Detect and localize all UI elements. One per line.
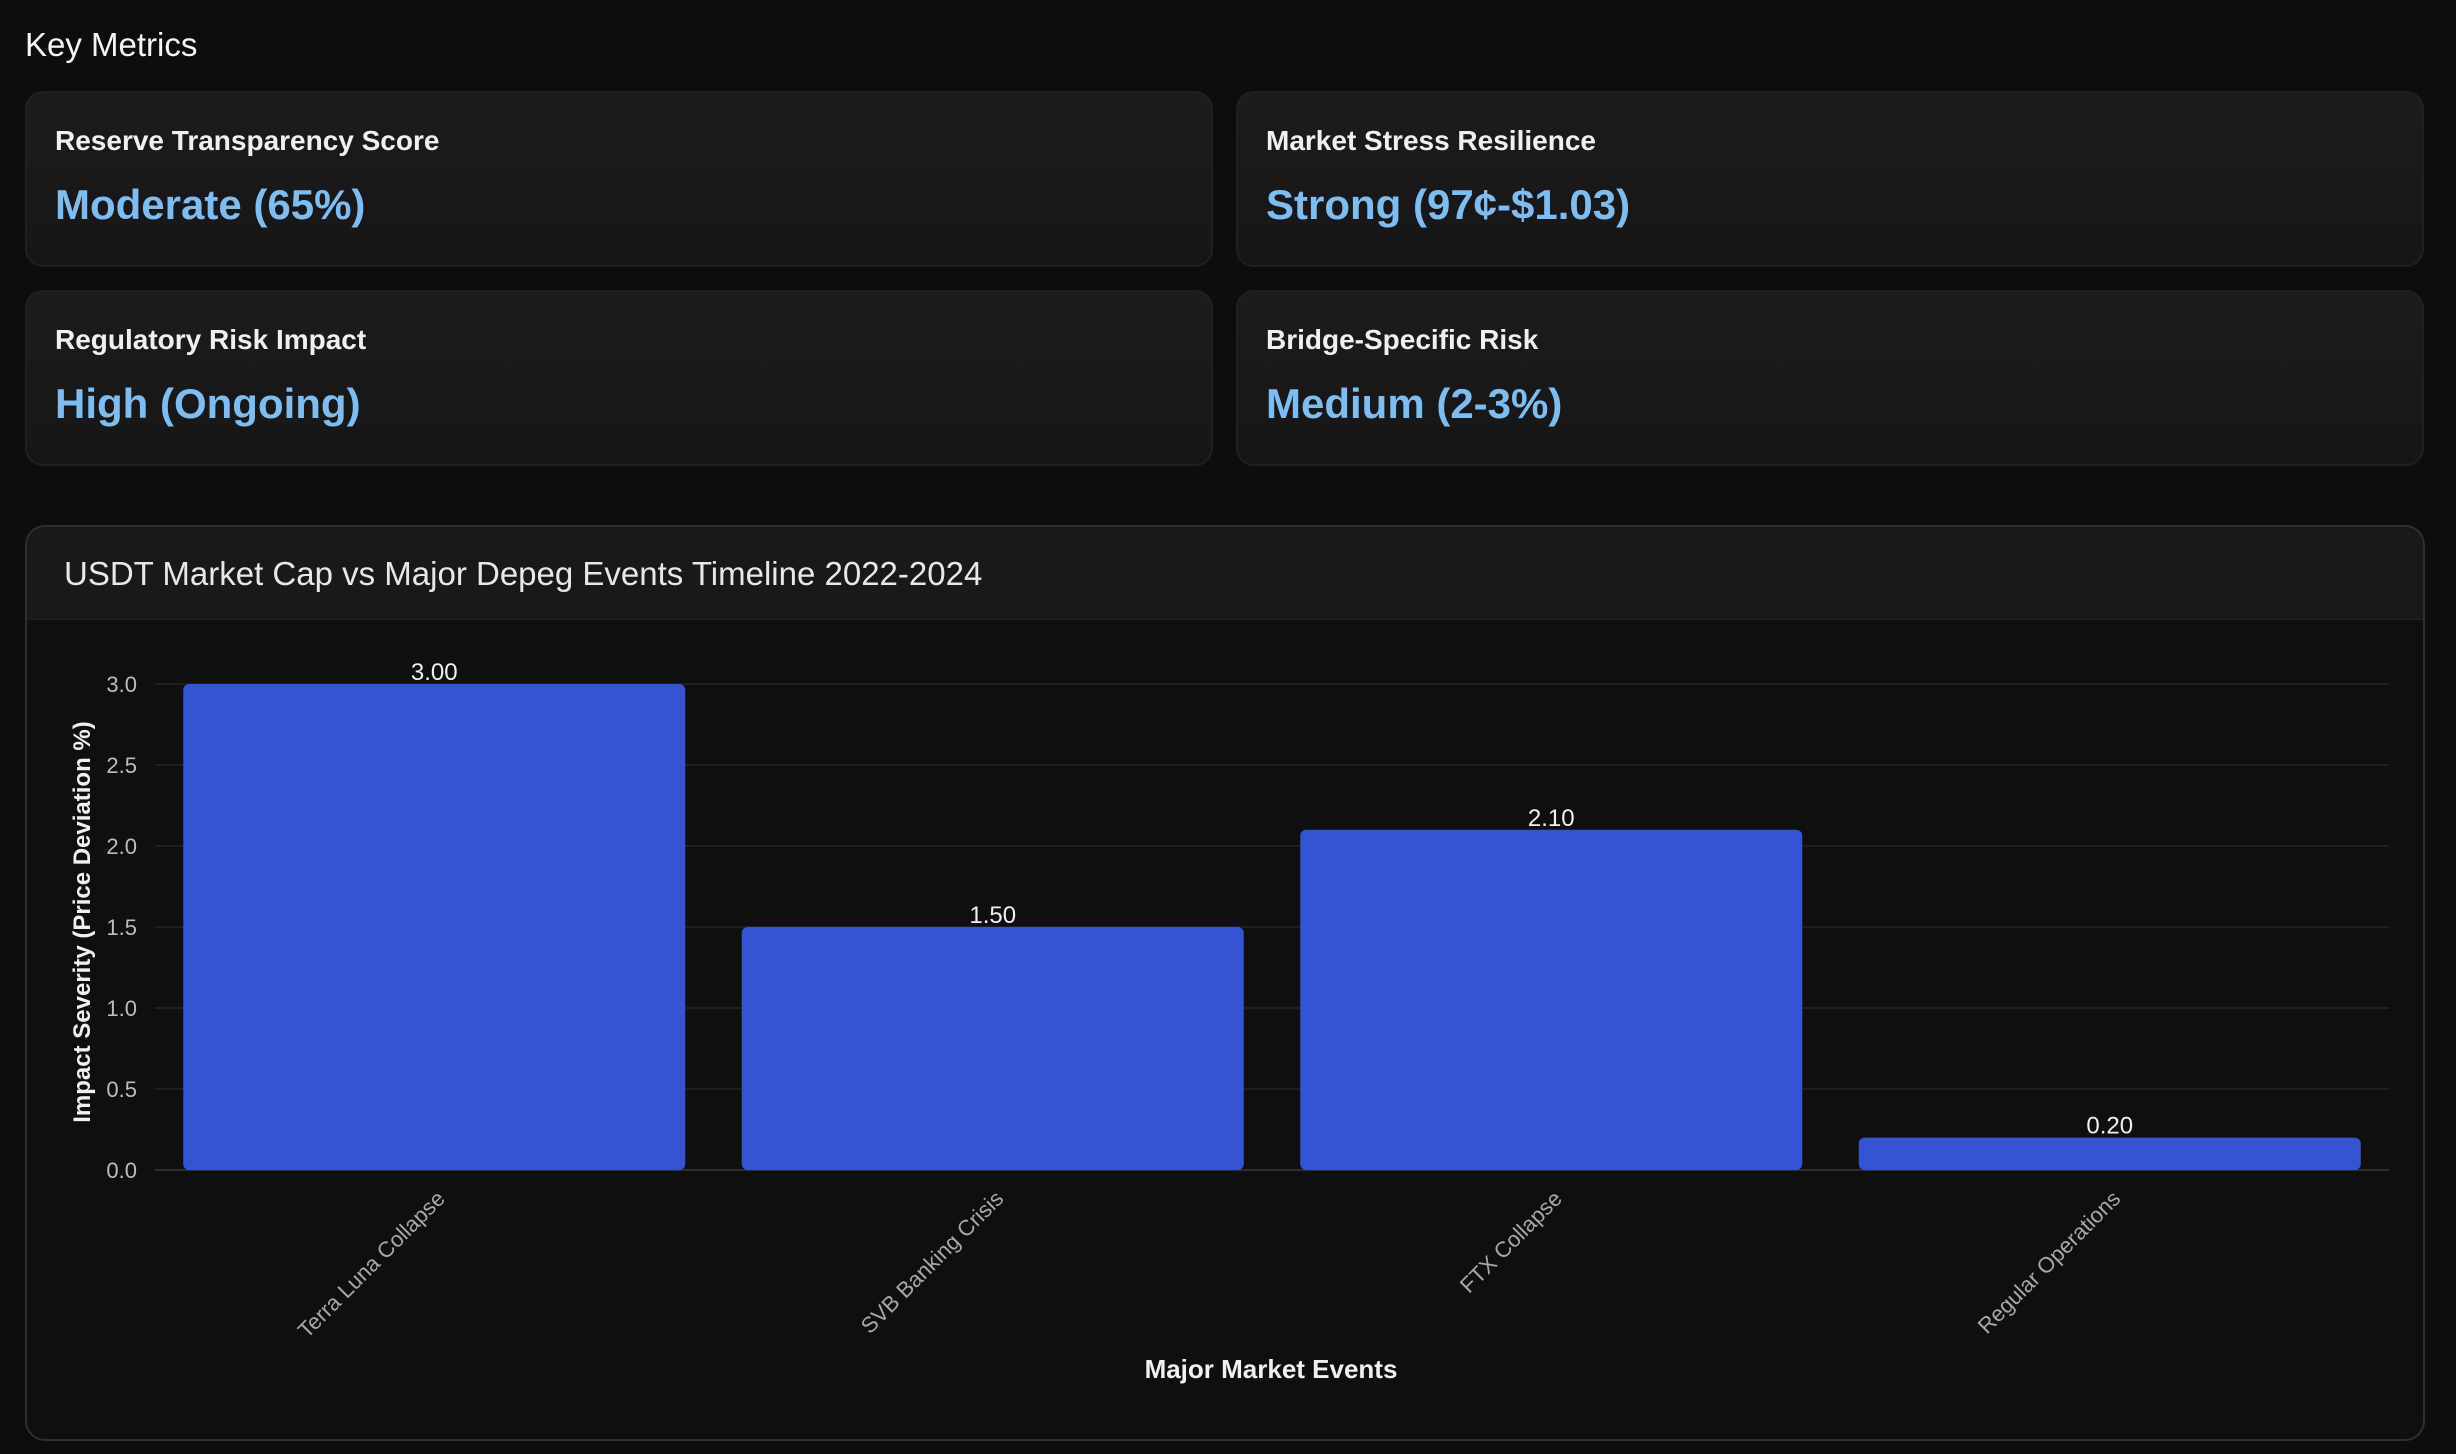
key-metrics-title: Key Metrics	[25, 26, 198, 63]
metric-label: Market Stress Resilience	[1266, 125, 1596, 156]
x-tick-label: Terra Luna Collapse	[293, 1186, 450, 1343]
metric-value: Strong (97¢-$1.03)	[1266, 181, 1631, 228]
metric-card-market-stress: Market Stress Resilience Strong (97¢-$1.…	[1236, 91, 2424, 267]
bar[interactable]	[1858, 1137, 2361, 1170]
bar-chart: 0.0 0.5 1.0 1.5 2.0 2.5 3.0 3.00 Terra Luna Coll…	[69, 659, 2389, 1384]
bar-value-label: 2.10	[1528, 805, 1575, 832]
metric-card-reserve-transparency: Reserve Transparency Score Moderate (65%…	[25, 91, 1213, 267]
metric-card-bridge-risk: Bridge-Specific Risk Medium (2-3%)	[1236, 290, 2424, 466]
metric-value: Medium (2-3%)	[1266, 380, 1563, 427]
x-tick-label: FTX Collapse	[1455, 1186, 1567, 1298]
bar[interactable]	[1300, 829, 1803, 1170]
metric-label: Reserve Transparency Score	[55, 125, 440, 156]
chart-title: USDT Market Cap vs Major Depeg Events Ti…	[64, 555, 983, 592]
y-axis-title: Impact Severity (Price Deviation %)	[69, 721, 96, 1122]
bar-value-label: 3.00	[411, 659, 458, 686]
y-tick-label: 3.0	[106, 672, 137, 697]
bar[interactable]	[741, 927, 1244, 1170]
metric-card-regulatory-risk: Regulatory Risk Impact High (Ongoing)	[25, 290, 1213, 466]
y-tick-label: 2.5	[106, 753, 137, 778]
bar-value-label: 0.20	[2086, 1113, 2133, 1140]
bar-layer	[183, 684, 2361, 1170]
y-tick-label: 1.0	[106, 996, 137, 1021]
x-axis-title: Major Market Events	[1145, 1354, 1398, 1384]
chart-card: USDT Market Cap vs Major Depeg Events Ti…	[25, 525, 2425, 1441]
metric-label: Bridge-Specific Risk	[1266, 324, 1539, 355]
y-tick-label: 0.0	[106, 1158, 137, 1183]
chart-header	[27, 527, 2423, 620]
bar-value-label: 1.50	[969, 902, 1016, 929]
y-tick-label: 2.0	[106, 834, 137, 859]
metric-value: Moderate (65%)	[55, 181, 366, 228]
metric-label: Regulatory Risk Impact	[55, 324, 367, 355]
bar[interactable]	[183, 684, 686, 1170]
x-tick-label: Regular Operations	[1973, 1186, 2126, 1339]
metric-value: High (Ongoing)	[55, 380, 361, 427]
x-tick-label: SVB Banking Crisis	[856, 1186, 1009, 1339]
y-tick-label: 1.5	[106, 915, 137, 940]
y-tick-label: 0.5	[106, 1077, 137, 1102]
